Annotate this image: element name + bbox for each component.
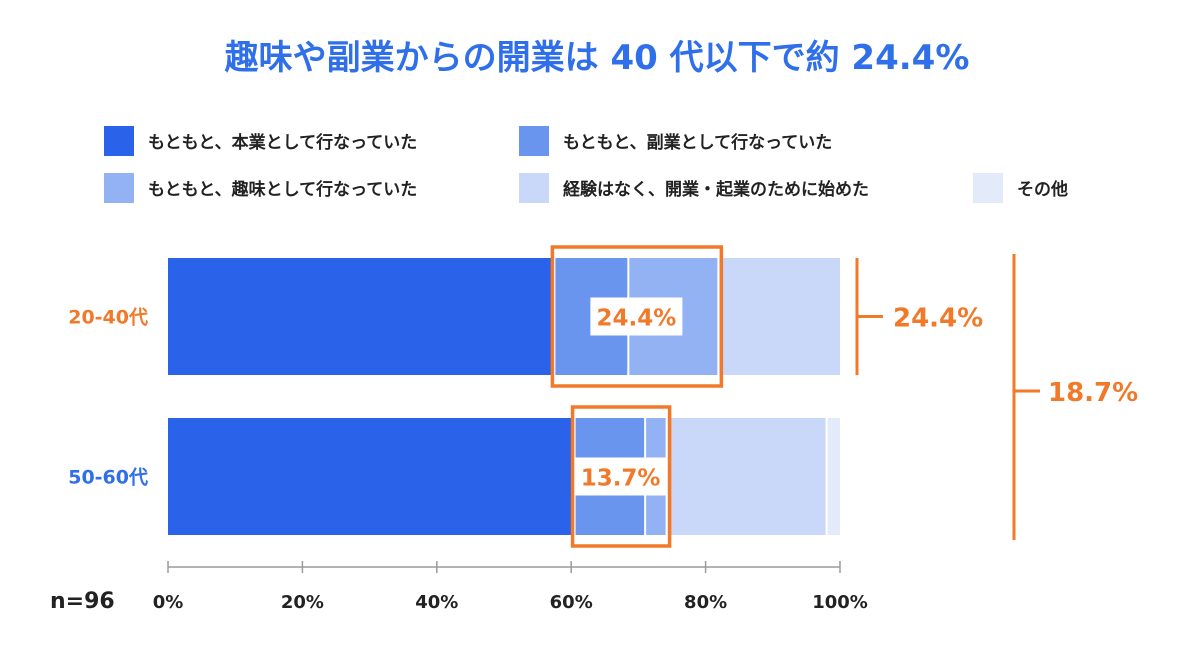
annotations: 24.4% 13.7% 24.4% 18.7% <box>550 245 1138 548</box>
legend-swatch-1 <box>104 126 134 156</box>
legend-swatch-2 <box>519 126 549 156</box>
legend-label-2: もともと、副業として行なっていた <box>563 132 832 153</box>
legend-label-4: 経験はなく、開業・起業のために始めた <box>563 179 869 200</box>
x-axis: n=96 0% 20% 40% 60% 80% 100% <box>50 561 868 614</box>
bar-segment-1-4 <box>718 258 840 375</box>
x-tick-label-2: 20% <box>281 592 324 613</box>
bar-area: 20-40代 50-60代 <box>68 258 840 535</box>
highlight-label-1: 24.4% <box>596 306 676 332</box>
legend-swatch-5 <box>973 173 1003 203</box>
legend-swatch-3 <box>104 173 134 203</box>
highlight-label-bg-2 <box>574 457 667 496</box>
highlight-label-2: 13.7% <box>581 466 661 492</box>
x-tick-label-3: 40% <box>415 592 458 613</box>
x-tick-label-6: 100% <box>812 592 868 613</box>
legend-label-3: もともと、趣味として行なっていた <box>148 179 417 200</box>
bar-segment-2-4 <box>666 418 827 535</box>
legend: もともと、本業として行なっていた もともと、副業として行なっていたもともと、趣味と… <box>104 126 1068 203</box>
legend-label-5: その他 <box>1017 179 1068 200</box>
x-tick-label-5: 80% <box>684 592 727 613</box>
highlight-label-bg-1 <box>590 297 683 336</box>
category-label-2: 50-60代 <box>68 467 148 489</box>
bar-segment-2-5 <box>826 418 840 535</box>
total-bracket-label: 18.7% <box>1048 378 1138 408</box>
highlight-box-1 <box>550 245 724 388</box>
legend-swatch-4 <box>519 173 549 203</box>
bracket-label: 24.4% <box>893 304 983 334</box>
chart-title: 趣味や副業からの開業は 40 代以下で約 24.4% <box>225 38 970 78</box>
x-tick-label-4: 60% <box>550 592 593 613</box>
highlight-box-2 <box>570 405 672 548</box>
x-tick-label-1: 0% <box>153 592 184 613</box>
bar-segment-2-1 <box>168 418 575 535</box>
sample-size-label: n=96 <box>50 589 115 614</box>
category-label-1: 20-40代 <box>68 307 148 329</box>
legend-label-1: もともと、本業として行なっていた <box>148 132 417 153</box>
bar-segment-1-1 <box>168 258 555 375</box>
